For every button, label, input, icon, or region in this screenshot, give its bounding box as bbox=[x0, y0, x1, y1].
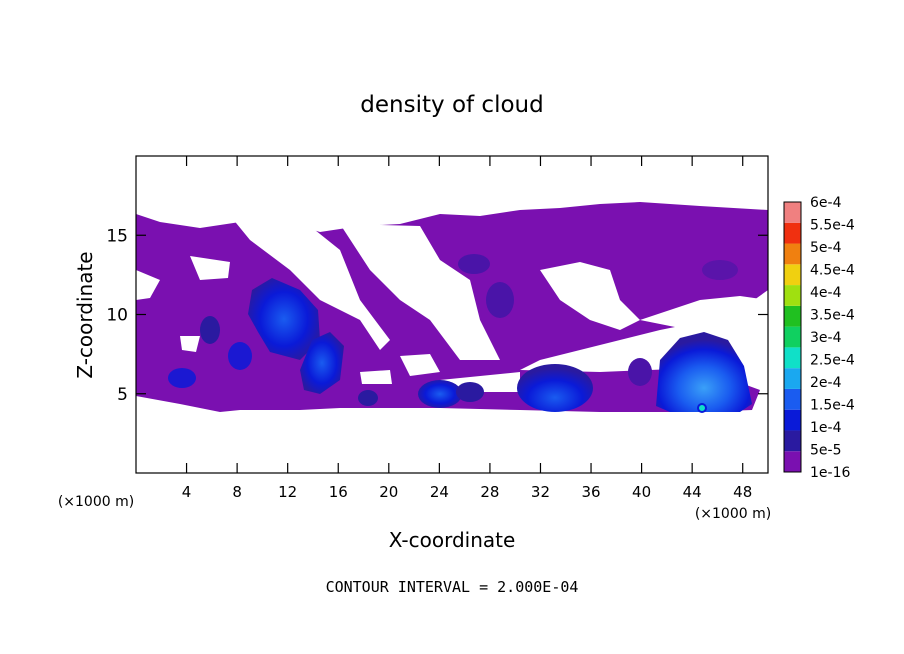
chart-title: density of cloud bbox=[360, 92, 543, 118]
colorbar-label: 5e-5 bbox=[810, 443, 841, 459]
colorbar-frame bbox=[783, 201, 802, 473]
clear-gap bbox=[360, 370, 392, 384]
density-field bbox=[136, 202, 768, 413]
cloud-region-cloud-cell-x15 bbox=[300, 332, 344, 394]
dark-pocket bbox=[628, 358, 652, 386]
colorbar-label: 3.5e-4 bbox=[810, 308, 855, 324]
clear-gap bbox=[640, 296, 768, 328]
colorbar-swatch bbox=[784, 243, 801, 265]
cloud-region-cloud-cell-x33 bbox=[517, 364, 593, 412]
x-tick-label: 28 bbox=[480, 483, 499, 501]
y-axis-label: Z-coordinate bbox=[73, 251, 97, 378]
clear-gap bbox=[400, 354, 440, 376]
clear-gap bbox=[232, 218, 390, 350]
colorbar-swatch bbox=[784, 451, 801, 472]
x-tick-label: 12 bbox=[278, 483, 297, 501]
clear-gap bbox=[340, 224, 500, 360]
colorbar-swatch bbox=[784, 368, 801, 389]
clear-gap bbox=[190, 256, 230, 280]
small-cell bbox=[456, 382, 484, 402]
x-unit-right: (×1000 m) bbox=[695, 506, 771, 522]
y-tick-label: 10 bbox=[106, 306, 128, 326]
small-cell bbox=[358, 390, 378, 406]
x-tick-label: 40 bbox=[632, 483, 651, 501]
x-tick-label: 4 bbox=[182, 483, 192, 501]
y-axis: 5 10 15 bbox=[106, 226, 768, 405]
colorbar: 1e-16 5e-5 1e-4 1.5e-4 2e-4 2.5e-4 3e-4 3.5e-4 4… bbox=[783, 195, 855, 481]
cloud-region-cloud-cell-x44 bbox=[656, 332, 752, 412]
x-tick-label: 36 bbox=[581, 483, 600, 501]
hotspot-marker bbox=[697, 403, 707, 413]
x-axis: 4 8 12 16 20 24 28 32 36 40 44 48 bbox=[182, 156, 752, 501]
x-tick-label: 8 bbox=[232, 483, 242, 501]
x-tick-label: 48 bbox=[733, 483, 752, 501]
x-tick-label: 24 bbox=[430, 483, 449, 501]
colorbar-label: 4.5e-4 bbox=[810, 263, 855, 279]
cloud-region-cloud-cell-x12 bbox=[248, 278, 320, 360]
x-tick-label: 32 bbox=[531, 483, 550, 501]
x-tick-label: 20 bbox=[379, 483, 398, 501]
colorbar-label: 1e-4 bbox=[810, 420, 842, 436]
colorbar-label: 1e-16 bbox=[810, 465, 850, 481]
colorbar-swatch bbox=[784, 202, 801, 223]
small-cell bbox=[200, 316, 220, 344]
x-tick-label: 16 bbox=[329, 483, 348, 501]
colorbar-label: 5.5e-4 bbox=[810, 218, 855, 234]
dark-pocket bbox=[702, 260, 738, 280]
x-tick-label: 44 bbox=[683, 483, 702, 501]
clear-gap bbox=[540, 262, 640, 330]
colorbar-swatch bbox=[784, 388, 801, 410]
clear-gap bbox=[136, 270, 160, 300]
colorbar-swatch bbox=[784, 326, 801, 348]
cloud-region-cloud-cell-x23 bbox=[418, 380, 462, 408]
colorbar-swatch bbox=[784, 264, 801, 286]
y-tick-label: 5 bbox=[117, 385, 128, 405]
clear-gap bbox=[180, 336, 200, 352]
contour-interval-note: CONTOUR INTERVAL = 2.000E-04 bbox=[326, 578, 579, 596]
colorbar-label: 6e-4 bbox=[810, 195, 842, 211]
small-cell bbox=[168, 368, 196, 388]
colorbar-label: 2e-4 bbox=[810, 375, 842, 391]
colorbar-swatch bbox=[784, 409, 801, 431]
colorbar-label: 3e-4 bbox=[810, 330, 842, 346]
colorbar-label: 4e-4 bbox=[810, 285, 842, 301]
dark-pocket bbox=[486, 282, 514, 318]
small-cell bbox=[228, 342, 252, 370]
colorbar-label: 1.5e-4 bbox=[810, 398, 855, 414]
y-tick-label: 15 bbox=[106, 226, 128, 246]
colorbar-swatch bbox=[784, 430, 801, 452]
colorbar-label: 2.5e-4 bbox=[810, 353, 855, 369]
colorbar-swatch bbox=[784, 222, 801, 244]
colorbar-swatch bbox=[784, 285, 801, 306]
colorbar-swatch bbox=[784, 305, 801, 327]
x-unit-left: (×1000 m) bbox=[58, 494, 134, 510]
colorbar-swatch bbox=[784, 347, 801, 369]
dark-pocket bbox=[458, 254, 490, 274]
colorbar-label: 5e-4 bbox=[810, 240, 842, 256]
x-axis-label: X-coordinate bbox=[389, 528, 516, 552]
